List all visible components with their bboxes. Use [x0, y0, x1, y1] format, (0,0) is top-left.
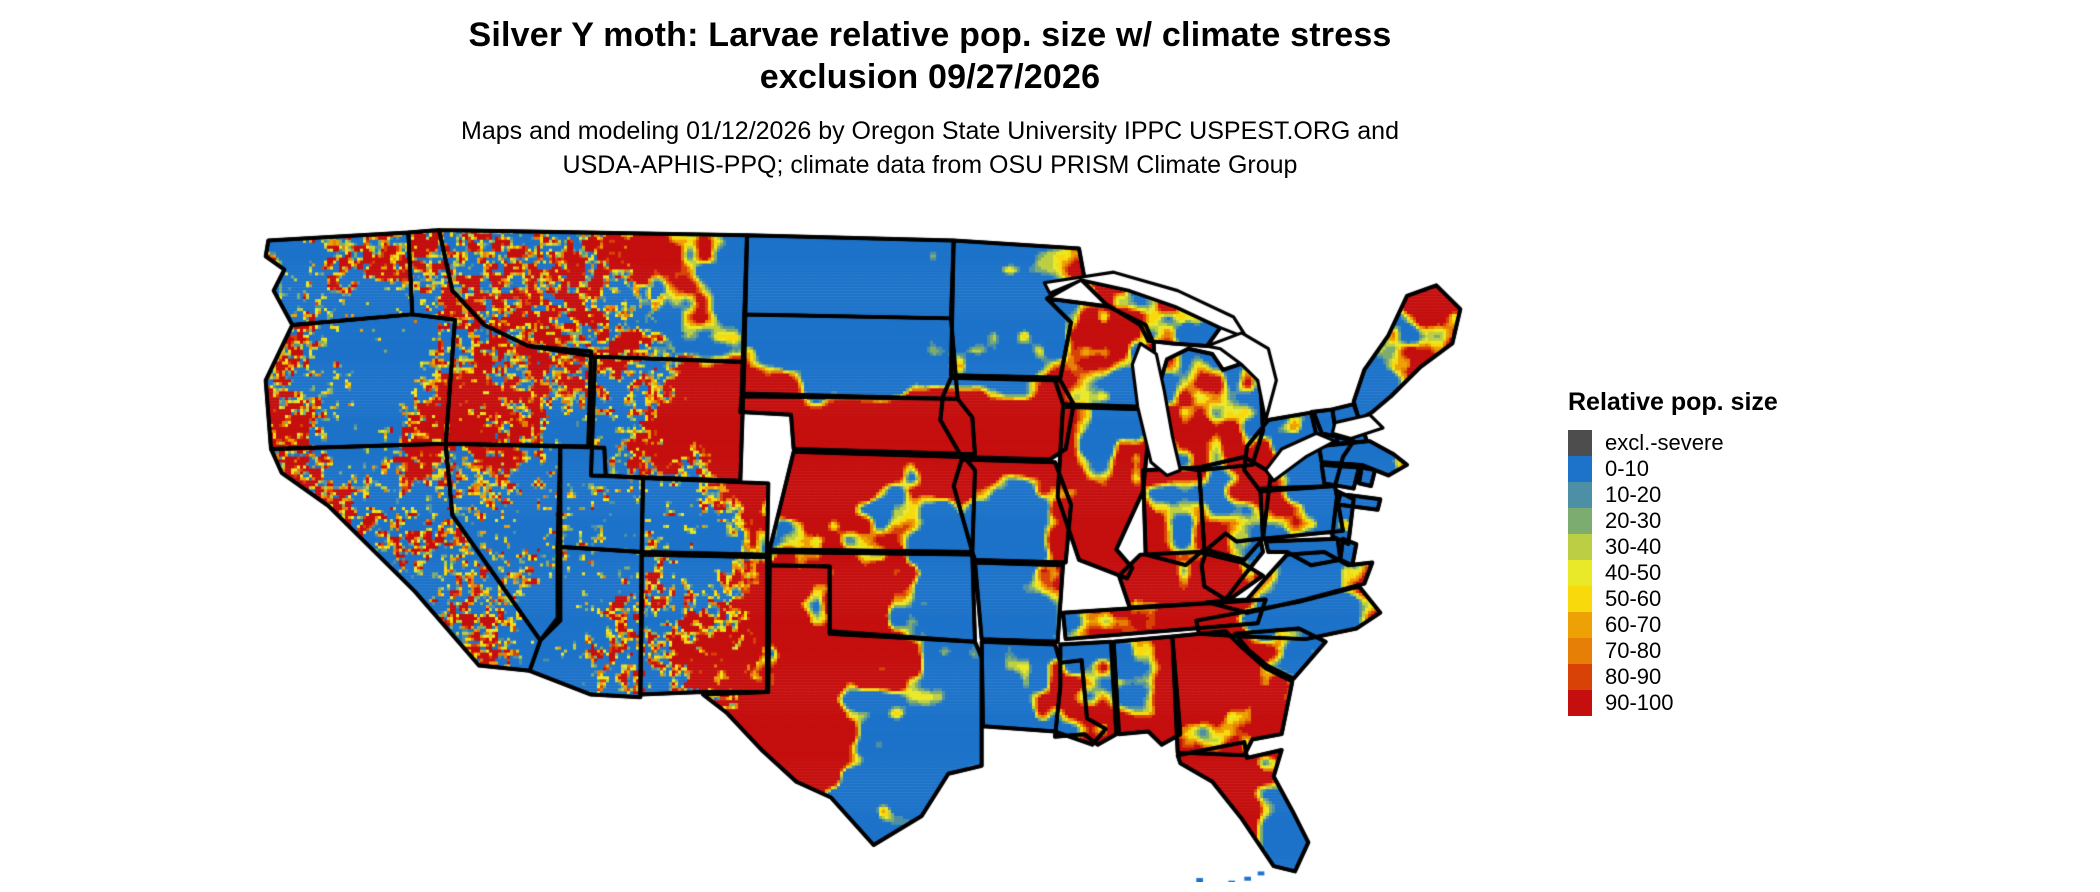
legend-swatch [1568, 534, 1592, 560]
subtitle-line1: Maps and modeling 01/12/2026 by Oregon S… [461, 117, 1399, 145]
page-title-line2: exclusion 09/27/2026 [759, 58, 1101, 96]
legend-swatch [1568, 586, 1592, 612]
legend-item-label: 40-50 [1605, 560, 1662, 585]
legend-swatch [1568, 560, 1592, 586]
legend-title: Relative pop. size [1568, 388, 1778, 416]
legend-item: 10-20 [1568, 482, 1878, 508]
legend-item-label: 80-90 [1605, 664, 1662, 689]
legend-item: excl.-severe [1568, 430, 1878, 456]
legend-item: 80-90 [1568, 664, 1878, 690]
legend-swatch [1568, 430, 1592, 456]
legend-item-label: 20-30 [1605, 508, 1662, 533]
page-title-line1: Silver Y moth: Larvae relative pop. size… [468, 16, 1392, 54]
legend-item-label: 90-100 [1605, 690, 1674, 715]
figure-subtitle: Maps and modeling 01/12/2026 by Oregon S… [255, 114, 1605, 182]
subtitle-line2: USDA-APHIS-PPQ; climate data from OSU PR… [562, 151, 1298, 179]
legend-swatch [1568, 690, 1592, 716]
us-map [255, 222, 1535, 882]
legend-item: 60-70 [1568, 612, 1878, 638]
legend-item: 40-50 [1568, 560, 1878, 586]
figure-header: Silver Y moth: Larvae relative pop. size… [255, 14, 1605, 182]
legend-item: 0-10 [1568, 456, 1878, 482]
legend-item-label: excl.-severe [1605, 430, 1724, 455]
legend-swatch [1568, 456, 1592, 482]
legend-item-label: 50-60 [1605, 586, 1662, 611]
legend-swatch [1568, 664, 1592, 690]
legend-item-label: 60-70 [1605, 612, 1662, 637]
legend-entries: excl.-severe 0-10 10-20 20-30 30-40 40-50 50-6… [1568, 430, 1878, 716]
legend-item-label: 30-40 [1605, 534, 1662, 559]
legend-item-label: 70-80 [1605, 638, 1662, 663]
legend-swatch [1568, 638, 1592, 664]
legend-item: 50-60 [1568, 586, 1878, 612]
legend-item: 20-30 [1568, 508, 1878, 534]
us-map-canvas [255, 222, 1535, 882]
legend-item-label: 10-20 [1605, 482, 1662, 507]
legend-swatch [1568, 612, 1592, 638]
legend-swatch [1568, 482, 1592, 508]
legend-item-label: 0-10 [1605, 456, 1650, 481]
legend: Relative pop. size excl.-severe 0-10 10-20… [1568, 388, 1878, 716]
legend-swatch [1568, 508, 1592, 534]
legend-item: 90-100 [1568, 690, 1878, 716]
legend-item: 30-40 [1568, 534, 1878, 560]
legend-item: 70-80 [1568, 638, 1878, 664]
